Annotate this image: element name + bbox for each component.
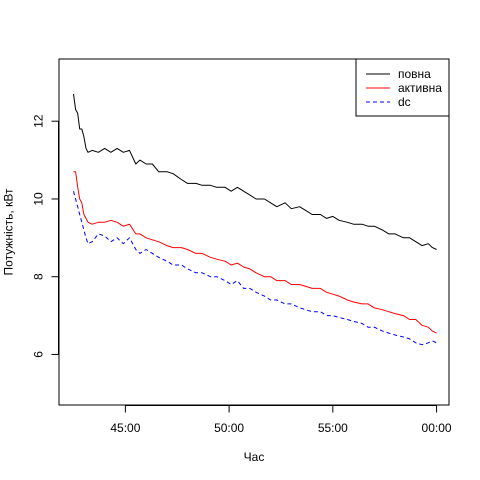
legend: повна активна dc bbox=[355, 58, 450, 117]
x-tick-label: 50:00 bbox=[214, 421, 244, 435]
y-tick-label: 6 bbox=[32, 351, 46, 358]
x-tick-label: 45:00 bbox=[110, 421, 140, 435]
y-axis: 6 8 10 12 bbox=[32, 114, 59, 358]
series-layer bbox=[73, 93, 437, 346]
series-line-1 bbox=[73, 171, 437, 334]
legend-label-aktyvna: активна bbox=[398, 81, 442, 95]
x-axis-label: Час bbox=[244, 450, 265, 464]
legend-label-dc: dc bbox=[398, 95, 411, 109]
legend-label-povna: повна bbox=[398, 67, 431, 81]
y-tick-label: 10 bbox=[32, 192, 46, 206]
y-axis-label: Потужність, кВт bbox=[2, 188, 16, 275]
x-tick-label: 55:00 bbox=[318, 421, 348, 435]
y-tick-label: 12 bbox=[32, 114, 46, 128]
x-axis: 45:00 50:00 55:00 00:00 bbox=[110, 405, 452, 435]
series-line-0 bbox=[73, 93, 437, 250]
y-tick-label: 8 bbox=[32, 273, 46, 280]
x-tick-label: 00:00 bbox=[422, 421, 452, 435]
series-line-2 bbox=[73, 191, 437, 346]
